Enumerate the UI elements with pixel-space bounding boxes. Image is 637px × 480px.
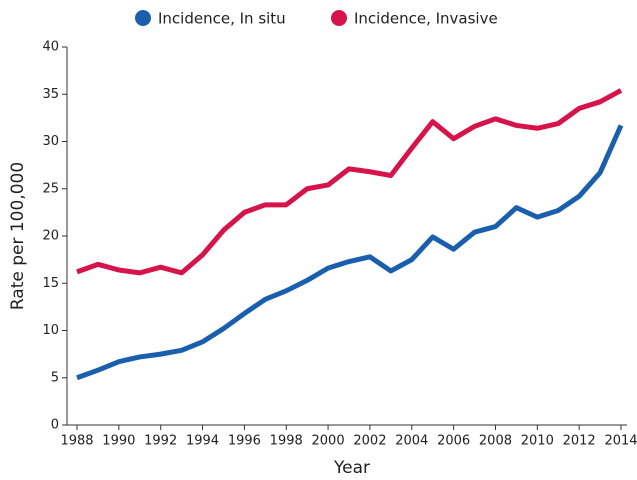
x-axis-title: Year bbox=[333, 458, 370, 478]
x-tick-label: 1992 bbox=[144, 434, 177, 449]
x-tick-label: 2010 bbox=[521, 434, 554, 449]
legend-label: Incidence, In situ bbox=[158, 10, 286, 28]
y-tick-label: 20 bbox=[42, 229, 59, 244]
y-tick-label: 10 bbox=[42, 323, 59, 338]
x-tick-label: 2012 bbox=[563, 434, 596, 449]
series-line bbox=[76, 124, 624, 381]
y-tick-label: 15 bbox=[42, 276, 59, 291]
x-tick-label: 1994 bbox=[186, 434, 219, 449]
x-tick-label: 2014 bbox=[604, 434, 637, 449]
y-tick-label: 40 bbox=[42, 40, 59, 55]
x-tick-label: 2000 bbox=[312, 434, 345, 449]
x-tick-label: 1990 bbox=[102, 434, 135, 449]
x-tick-label: 2002 bbox=[353, 434, 386, 449]
x-tick-label: 2008 bbox=[479, 434, 512, 449]
legend-marker bbox=[135, 10, 151, 26]
x-tick-label: 2004 bbox=[395, 434, 428, 449]
y-tick-label: 25 bbox=[42, 181, 59, 196]
x-tick-label: 2006 bbox=[437, 434, 470, 449]
series-line bbox=[76, 88, 623, 276]
y-tick-label: 30 bbox=[42, 134, 59, 149]
legend-marker bbox=[331, 10, 347, 26]
legend-label: Incidence, Invasive bbox=[354, 10, 498, 28]
x-tick-label: 1998 bbox=[270, 434, 303, 449]
y-tick-label: 5 bbox=[51, 370, 59, 385]
x-tick-label: 1988 bbox=[60, 434, 93, 449]
y-tick-label: 0 bbox=[51, 418, 59, 433]
y-axis-title: Rate per 100,000 bbox=[8, 162, 28, 310]
x-tick-label: 1996 bbox=[228, 434, 261, 449]
y-tick-label: 35 bbox=[42, 87, 59, 102]
